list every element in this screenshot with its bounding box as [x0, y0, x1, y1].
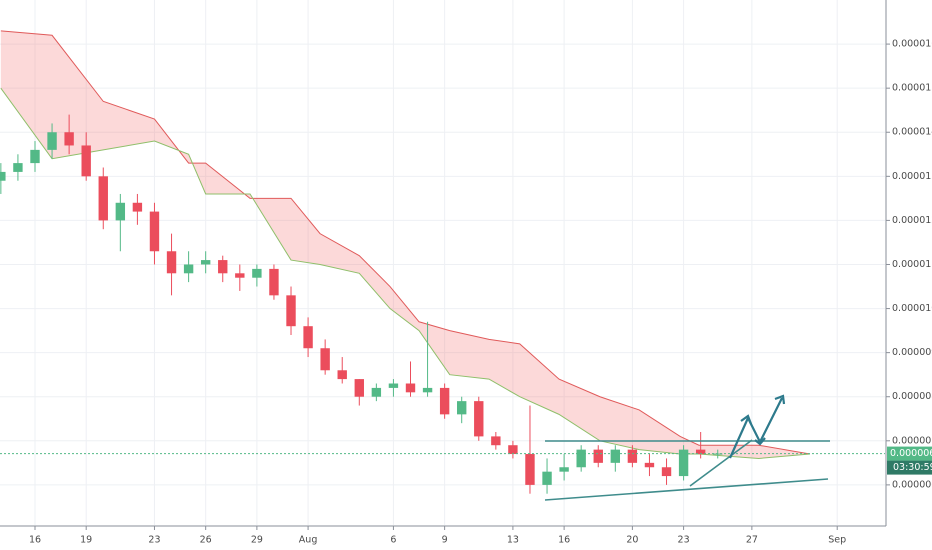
y-tick-label: 0.00001100	[892, 259, 932, 270]
y-tick-label: 0.00001600	[892, 39, 932, 50]
labels: 0.00000600 0.00000700 0.00000800 0.00000900…	[29, 39, 932, 546]
x-tick-label: 27	[746, 535, 758, 546]
x-tick-label: Aug	[299, 535, 318, 546]
y-tick-label: 0.00000700	[892, 435, 932, 446]
candle-body	[218, 260, 228, 274]
x-tick-label: 13	[507, 535, 519, 546]
candle-body	[252, 268, 262, 278]
candle-body	[627, 449, 638, 463]
candle-body	[354, 379, 364, 397]
x-tick-label: Sep	[828, 535, 846, 546]
y-tick-label: 0.00001200	[892, 215, 932, 226]
candle-body	[30, 149, 40, 164]
candle-body	[269, 268, 279, 296]
candle-body	[149, 211, 160, 252]
candle-body	[235, 273, 245, 278]
candle-body	[320, 348, 330, 371]
y-tick-label: 0.00001300	[892, 171, 932, 182]
candle-body	[388, 383, 399, 388]
candle-body	[405, 383, 416, 393]
span-a-line	[0, 87, 810, 459]
projection-arrow	[728, 397, 783, 459]
span-b-line	[0, 30, 810, 455]
candle-body	[47, 132, 57, 150]
y-tick-label: 0.00000900	[892, 347, 932, 358]
candle-body	[98, 176, 108, 221]
candle-body	[132, 202, 143, 212]
drawings	[544, 394, 830, 501]
x-tick-label: 23	[148, 535, 160, 546]
arrow-head	[740, 414, 753, 425]
x-tick-label: 23	[678, 535, 690, 546]
rising-line	[689, 439, 753, 487]
candle-body	[200, 260, 211, 265]
candle-body	[678, 449, 689, 477]
y-tick-label: 0.00000600	[892, 479, 932, 490]
candle-body	[13, 163, 23, 172]
price-tag-label: 0.00000671	[890, 448, 932, 459]
candle-body	[303, 326, 313, 349]
candle-body	[661, 467, 672, 477]
candle-body	[695, 449, 706, 455]
candle-body	[644, 462, 655, 468]
y-tick-label: 0.00001000	[892, 303, 932, 314]
candle-body	[542, 471, 552, 485]
y-tick-label: 0.00000800	[892, 391, 932, 402]
candle-body	[593, 449, 603, 463]
arrow-head	[754, 437, 766, 446]
candle-body	[337, 370, 347, 380]
candle-body	[559, 467, 569, 472]
axes	[0, 0, 890, 530]
x-tick-label: 26	[200, 535, 212, 546]
arrow-head	[774, 394, 786, 405]
x-tick-label: 9	[442, 535, 448, 546]
x-tick-label: 6	[390, 535, 396, 546]
candle-body	[81, 145, 91, 177]
candle-body	[286, 295, 296, 327]
candle-body	[183, 264, 194, 274]
candles	[0, 114, 885, 494]
candle-body	[371, 387, 382, 397]
support-line	[544, 478, 829, 501]
y-tick-label: 0.00001400	[892, 127, 932, 138]
candle-body	[525, 454, 535, 485]
x-tick-label: 16	[29, 535, 41, 546]
candle-body	[422, 387, 433, 393]
candle-body	[115, 202, 126, 221]
candle-body	[491, 436, 501, 446]
x-tick-label: 19	[80, 535, 92, 546]
candle-body	[474, 401, 484, 437]
candle-body	[0, 171, 6, 181]
candle-body	[457, 401, 467, 415]
candle-body	[508, 445, 518, 455]
candle-body	[64, 132, 74, 146]
countdown-tag	[887, 460, 932, 475]
x-tick-label: 16	[558, 535, 570, 546]
candle-body	[166, 251, 177, 274]
x-tick-label: 29	[251, 535, 263, 546]
cloud	[0, 30, 810, 459]
x-tick-label: 20	[626, 535, 638, 546]
candle-body	[576, 449, 586, 468]
candle-body	[610, 449, 621, 463]
price-tag	[887, 446, 932, 461]
candle-body	[439, 387, 450, 415]
y-tick-label: 0.00001500	[892, 83, 932, 94]
countdown-label: 03:30:59	[893, 462, 932, 473]
